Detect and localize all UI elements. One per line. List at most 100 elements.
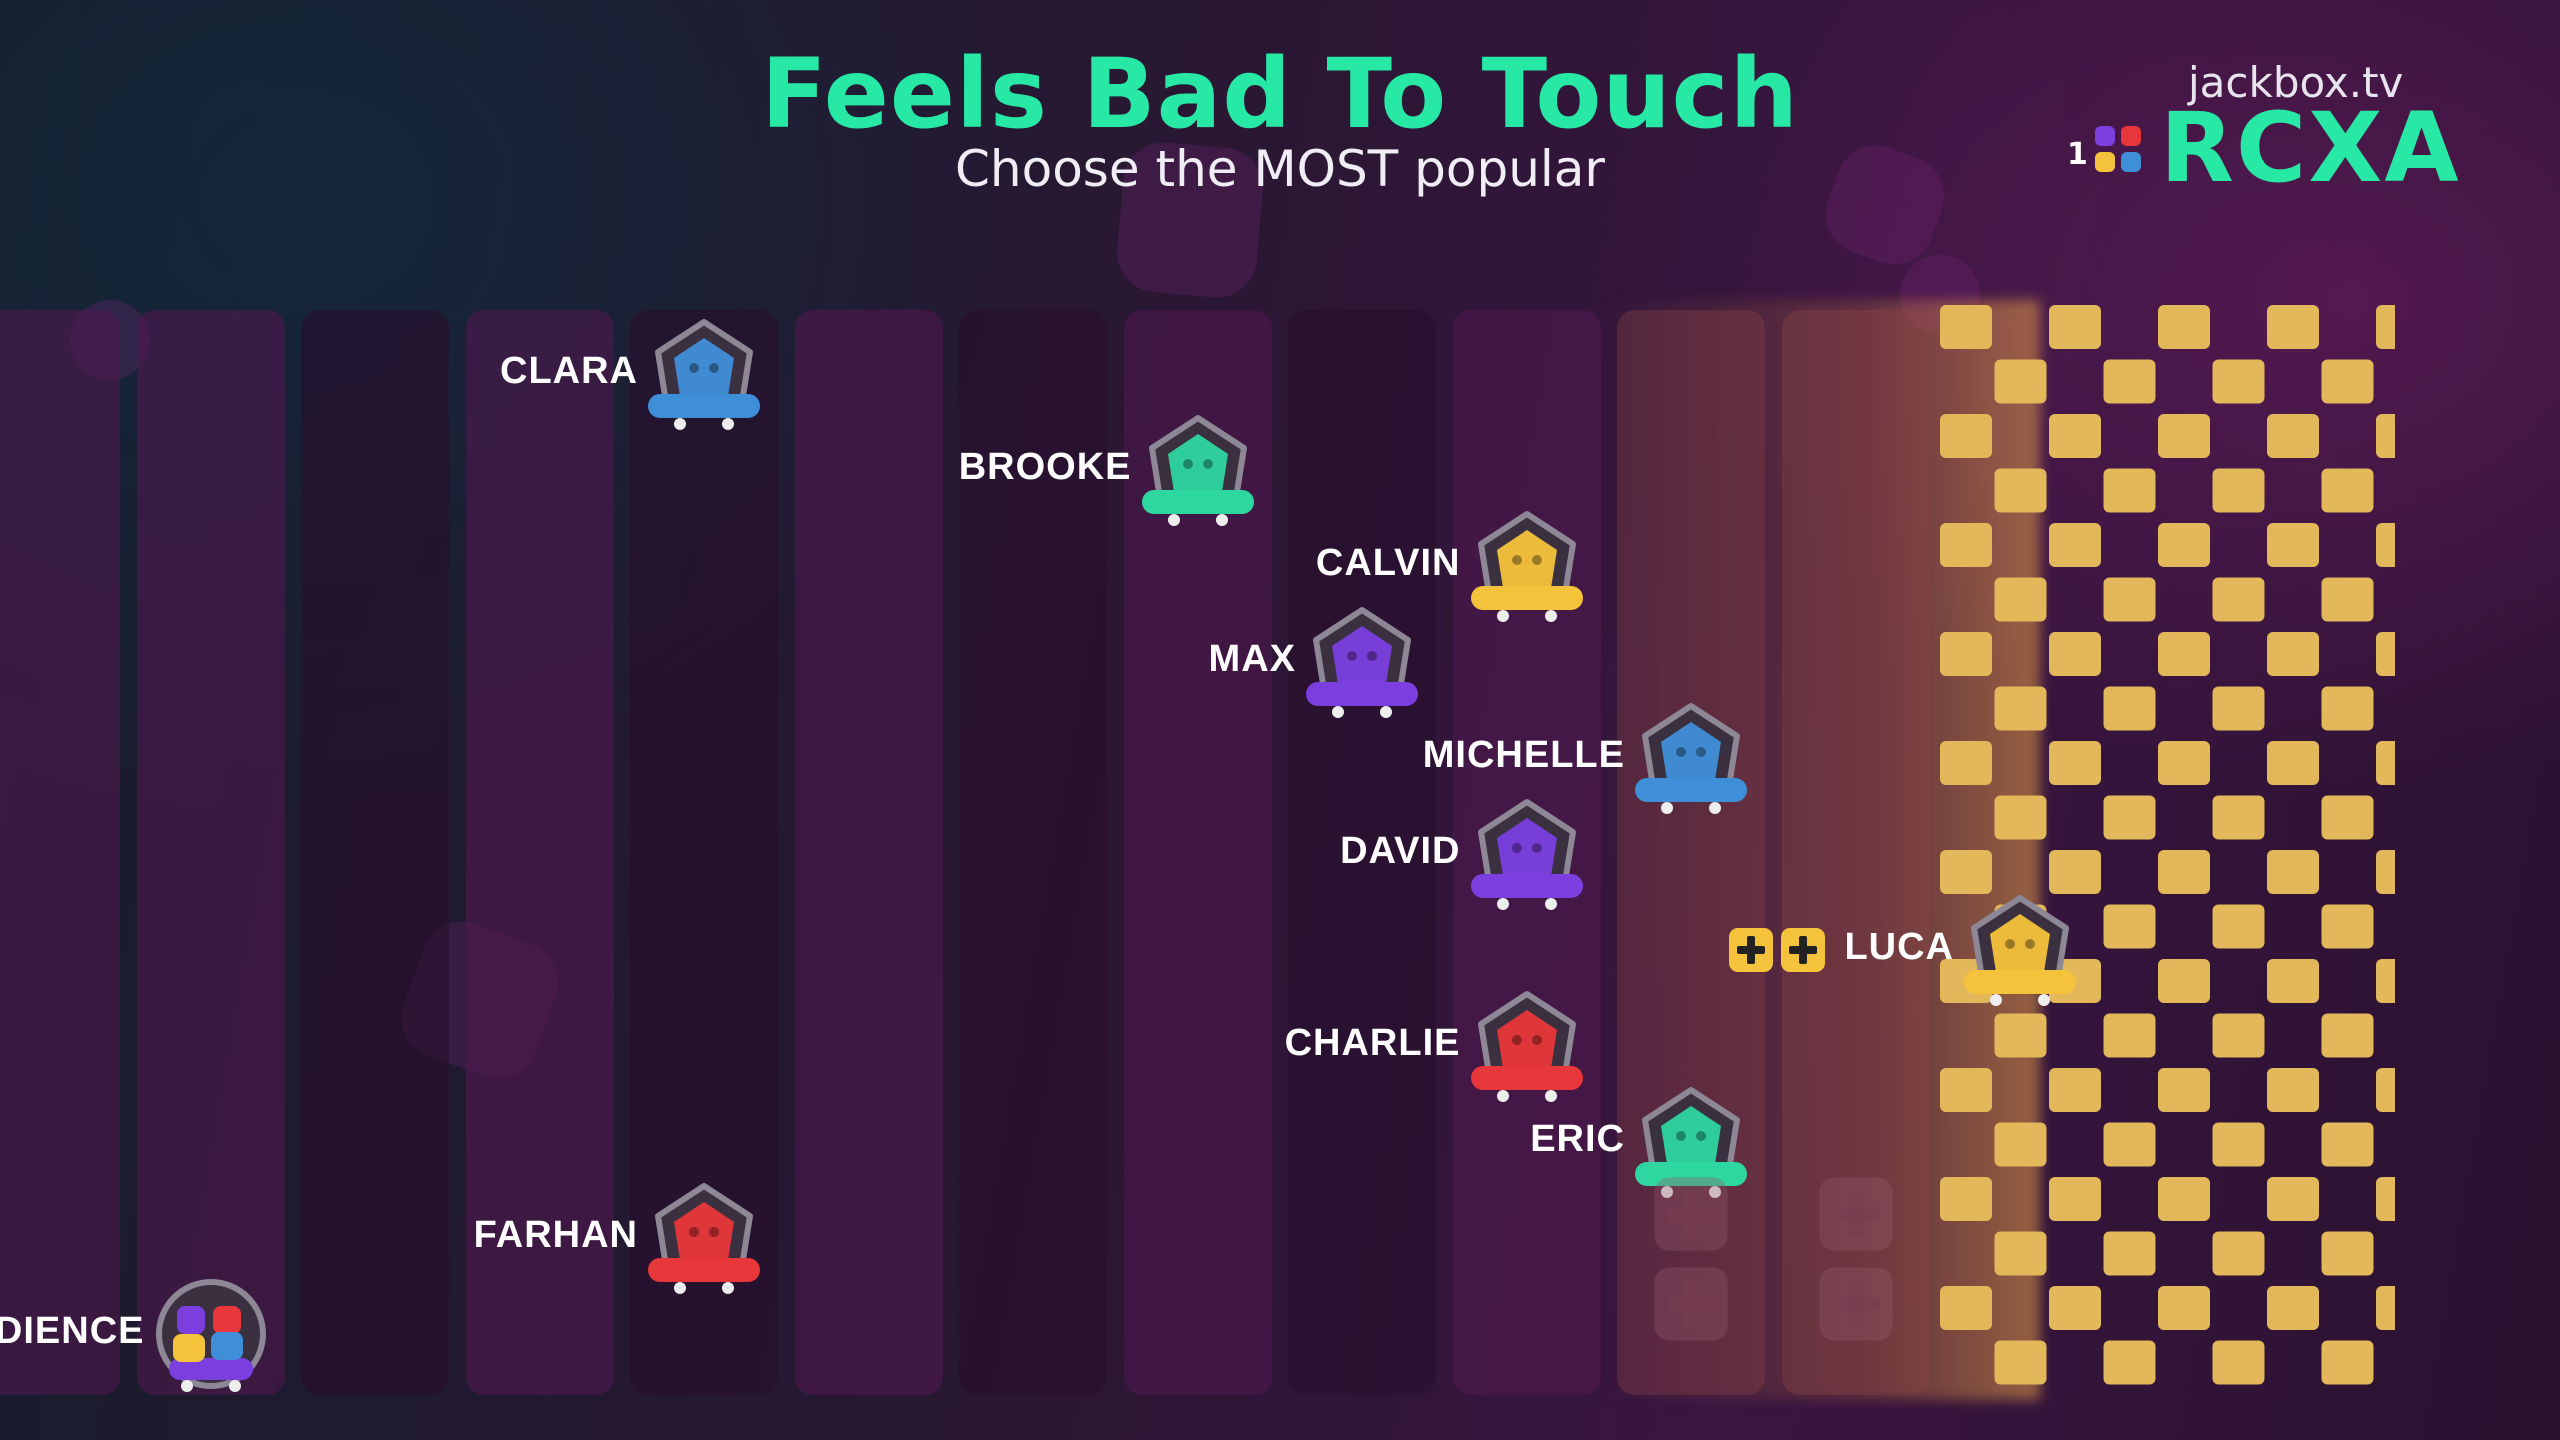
checker-square <box>2212 468 2265 513</box>
checker-square <box>2049 414 2101 458</box>
checker-square <box>2103 1340 2156 1385</box>
track-column <box>0 310 120 1395</box>
checker-square <box>2267 741 2319 785</box>
checker-square <box>2103 1122 2156 1167</box>
checker-square <box>2376 1286 2395 1330</box>
checker-square <box>2212 359 2265 404</box>
checker-square <box>2376 959 2395 1003</box>
checker-square <box>2212 1013 2265 1058</box>
player-name-label: CLARA <box>500 350 638 392</box>
checker-square <box>2267 850 2319 894</box>
checker-square <box>2376 632 2395 676</box>
plus-slot-icon <box>1651 1174 1731 1254</box>
checker-square <box>2212 1340 2265 1385</box>
checker-square <box>2103 1013 2156 1058</box>
player-name-label: FARHAN <box>473 1214 638 1256</box>
track-column <box>301 310 449 1395</box>
prompt-subtitle: Choose the MOST popular <box>955 140 1605 198</box>
checker-square <box>2049 1177 2101 1221</box>
player-avatar-icon <box>1633 1084 1749 1200</box>
checker-square <box>1940 414 1992 458</box>
checker-square <box>1940 632 1992 676</box>
checker-square <box>2321 904 2374 949</box>
checker-square <box>2212 1231 2265 1276</box>
checker-square <box>2321 686 2374 731</box>
checker-square <box>2376 1177 2395 1221</box>
player-avatar-icon <box>1469 796 1585 912</box>
checker-square <box>2158 741 2210 785</box>
player-avatar-icon <box>1469 508 1585 624</box>
checker-square <box>2376 305 2395 349</box>
checker-square <box>1994 577 2047 622</box>
checker-square <box>2158 1068 2210 1112</box>
plus-box-icon <box>1727 926 1775 974</box>
checker-square <box>2267 1177 2319 1221</box>
player-name-label: ERIC <box>1530 1118 1625 1160</box>
checker-square <box>2321 1122 2374 1167</box>
checker-square <box>1940 305 1992 349</box>
checker-square <box>2376 1068 2395 1112</box>
checker-square <box>2267 959 2319 1003</box>
checker-square <box>1940 523 1992 567</box>
checker-square <box>2158 850 2210 894</box>
room-code: RCXA <box>2160 92 2461 204</box>
checker-square <box>1994 359 2047 404</box>
plus-slot-icon <box>1816 1174 1896 1254</box>
player-count-badge-icon: 1 <box>2067 126 2141 172</box>
player-name-label: AUDIENCE <box>0 1310 145 1352</box>
checker-square <box>2212 577 2265 622</box>
player-name-label: MICHELLE <box>1422 734 1625 776</box>
player-avatar-icon <box>1469 988 1585 1104</box>
track-column <box>794 310 943 1395</box>
checker-square <box>2267 1286 2319 1330</box>
checker-square <box>2158 523 2210 567</box>
checker-square <box>2049 1068 2101 1112</box>
plus-box-icon <box>1779 926 1827 974</box>
checker-square <box>2267 1068 2319 1112</box>
player-avatar-icon <box>1633 700 1749 816</box>
player-avatar-icon <box>1140 412 1256 528</box>
checker-square <box>2267 632 2319 676</box>
checker-square <box>2376 523 2395 567</box>
checker-square <box>2049 305 2101 349</box>
checker-square <box>2267 523 2319 567</box>
checker-square <box>2049 1286 2101 1330</box>
checker-square <box>1994 795 2047 840</box>
player-name-label: DAVID <box>1340 830 1461 872</box>
checker-square <box>2158 305 2210 349</box>
checker-square <box>1994 1340 2047 1385</box>
checker-square <box>1994 1122 2047 1167</box>
checker-square <box>2267 305 2319 349</box>
checker-square <box>1994 686 2047 731</box>
checker-square <box>1940 850 1992 894</box>
checker-square <box>2158 414 2210 458</box>
checker-square <box>2103 904 2156 949</box>
checker-square <box>2049 850 2101 894</box>
player-avatar-icon <box>1962 892 2078 1008</box>
player-avatar-icon <box>1304 604 1420 720</box>
checker-square <box>2158 1177 2210 1221</box>
track-column <box>136 310 285 1395</box>
checker-square <box>2267 414 2319 458</box>
plus-slot-icon <box>1816 1264 1896 1344</box>
checker-square <box>1940 741 1992 785</box>
checker-square <box>2103 1231 2156 1276</box>
checker-square <box>2103 577 2156 622</box>
checker-square <box>1940 1286 1992 1330</box>
plus-slot-icon <box>1651 1264 1731 1344</box>
badge-number: 1 <box>2067 137 2088 172</box>
checker-square <box>2212 686 2265 731</box>
checker-square <box>2158 1286 2210 1330</box>
track-column <box>1288 310 1436 1395</box>
checker-square <box>2321 1231 2374 1276</box>
player-name-label: LUCA <box>1844 926 1954 968</box>
checker-square <box>2321 468 2374 513</box>
checker-square <box>2376 741 2395 785</box>
checker-square <box>2376 414 2395 458</box>
checker-square <box>2049 523 2101 567</box>
finish-line-checker <box>1940 305 2395 1385</box>
player-name-label: BROOKE <box>958 446 1132 488</box>
player-name-label: MAX <box>1208 638 1296 680</box>
player-name-label: CALVIN <box>1315 542 1461 584</box>
checker-square <box>2158 632 2210 676</box>
